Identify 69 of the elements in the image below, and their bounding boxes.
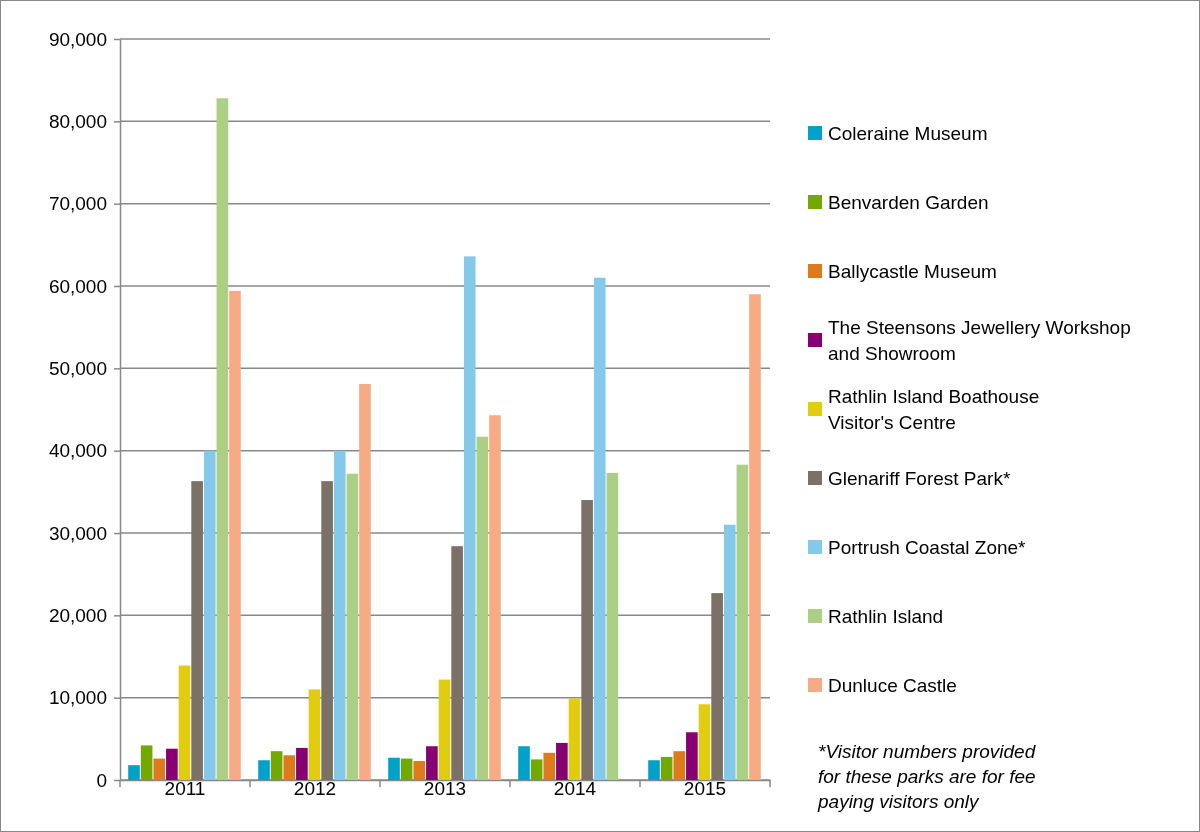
bar [648,760,660,780]
y-tick-label: 70,000 [48,193,107,215]
bar [203,450,216,780]
bar [593,277,606,780]
bar [711,593,723,780]
bar [736,464,749,780]
bar [140,745,153,780]
bar [178,665,191,780]
bar [346,473,359,780]
bar [413,761,426,780]
text: *Visitor numbers provided for these parks are for fee paying visitors only [817,741,1037,812]
bar [216,98,229,780]
bar [698,704,711,780]
y-tick-label: 30,000 [48,522,107,544]
legend-label: Rathlin Island Boathouse Visitor's Centre [828,386,1040,433]
y-tick-label: 20,000 [48,604,107,626]
x-tick-label: 2013 [423,778,467,799]
y-tick-label: 60,000 [48,275,107,297]
bar [308,689,321,780]
bar [556,742,568,780]
legend-label: Rathlin Island [828,606,944,627]
y-tick-label: 0 [96,769,107,791]
x-tick-label: 2011 [164,778,206,799]
bar [451,546,463,780]
bar [530,759,543,780]
y-tick-label: 50,000 [48,357,107,379]
bar [400,758,413,780]
bar [270,751,283,780]
x-tick-label: 2015 [683,778,727,799]
legend-label: Dunluce Castle [828,675,957,696]
bar [723,524,736,780]
bar [686,732,698,780]
bar [568,698,581,780]
bar [660,756,673,780]
bar [296,747,308,780]
bar [606,472,619,780]
bar [191,481,203,780]
bar [463,256,476,780]
y-tick-label: 40,000 [48,440,107,462]
legend-label: Portrush Coastal Zone* [828,537,1027,558]
y-tick-label: 10,000 [48,687,107,709]
bar [749,294,761,780]
bar [166,748,178,780]
bar [283,755,296,780]
legend-label: Ballycastle Museum [828,261,997,282]
bar [438,679,451,780]
legend-label: The Steensons Jewellery Workshop and Showroom [828,317,1131,364]
bar [321,481,333,780]
bar [128,765,140,780]
bar [388,757,400,780]
bar [426,746,438,780]
bar [673,751,686,780]
bar [518,746,530,780]
bar [229,290,241,780]
y-tick-label: 90,000 [48,28,107,50]
legend-label: Glenariff Forest Park* [828,468,1011,489]
legend-label: Coleraine Museum [828,123,988,144]
x-tick-label: 2014 [553,778,597,799]
bar [476,436,489,780]
bar [258,760,270,780]
bar [333,450,346,780]
bar [153,758,166,780]
bar [581,500,593,780]
bar [489,415,501,780]
legend-label: Benvarden Garden [828,192,989,213]
bar [543,752,556,780]
y-tick-label: 80,000 [48,110,107,132]
x-tick-label: 2012 [293,778,337,799]
bar [359,383,371,780]
